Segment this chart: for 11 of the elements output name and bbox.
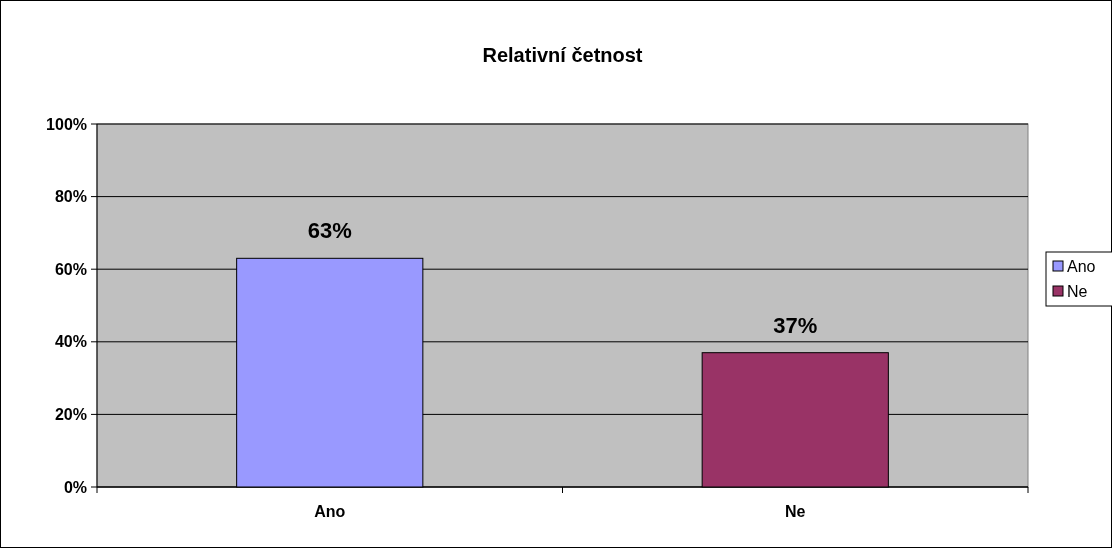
y-tick-label: 20% (54, 406, 87, 423)
data-label: 63% (307, 218, 352, 244)
y-tick-label: 80% (54, 188, 87, 206)
chart-title: Relativní četnost (482, 44, 643, 66)
y-tick-label: 60% (54, 260, 87, 278)
legend-label: Ne (1067, 282, 1088, 300)
y-tick-label: 0% (63, 478, 87, 496)
data-label: 37% (773, 312, 818, 338)
legend-label: Ano (1067, 257, 1096, 275)
y-tick-label: 40% (54, 333, 87, 351)
y-tick-label: 100% (46, 115, 87, 133)
